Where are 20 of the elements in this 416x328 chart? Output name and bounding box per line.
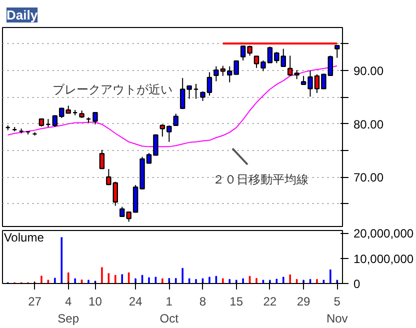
chart-title: Daily bbox=[6, 8, 38, 22]
x-tick-label: 15 bbox=[230, 294, 244, 308]
annotation: ２０日移動平均線 bbox=[212, 172, 308, 186]
x-tick-label: 24 bbox=[128, 294, 143, 308]
x-tick-label: 5 Nov bbox=[326, 294, 348, 326]
x-tick-label: 1 Oct bbox=[160, 294, 180, 326]
x-tick-label: 4 Sep bbox=[58, 294, 80, 326]
x-tick-label: 27 bbox=[28, 294, 42, 308]
y-tick-label: 0 bbox=[354, 277, 360, 291]
y-tick-label: 20,000,000 bbox=[354, 226, 414, 241]
y-tick-label: 70.00 bbox=[354, 170, 384, 185]
annotation: ブレークアウトが近い bbox=[52, 82, 172, 96]
x-tick-label: 29 bbox=[296, 294, 311, 308]
chart-title: Volume bbox=[4, 230, 44, 244]
x-tick-label: 10 bbox=[88, 294, 102, 308]
y-tick-label: 80.00 bbox=[354, 117, 384, 132]
x-tick-label: 8 bbox=[199, 294, 206, 308]
y-tick-label: 90.00 bbox=[354, 64, 384, 78]
y-tick-label: 10,000,000 bbox=[354, 252, 414, 266]
x-tick-label: 22 bbox=[263, 294, 277, 308]
